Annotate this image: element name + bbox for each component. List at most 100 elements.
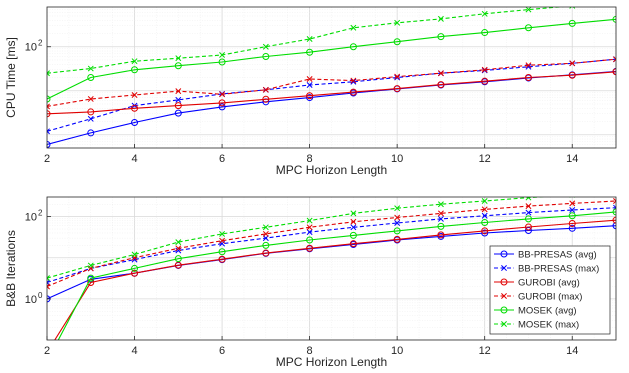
data-point (47, 110, 51, 118)
data-point (87, 129, 95, 137)
x-tick-label: 4 (131, 153, 137, 165)
legend-label: BB-PRESAS (max) (518, 264, 599, 275)
data-point (262, 241, 270, 249)
data-point (262, 53, 270, 61)
data-point (175, 245, 182, 252)
data-point (218, 255, 226, 263)
data-point (47, 95, 51, 103)
data-point (87, 108, 95, 116)
data-point (568, 224, 576, 232)
data-point (394, 220, 401, 226)
data-point (437, 70, 444, 77)
y-tick-exponent: 2 (38, 209, 43, 218)
data-point (87, 74, 95, 81)
data-point (612, 68, 616, 76)
data-point (175, 247, 182, 254)
data-point (613, 189, 618, 194)
data-point (525, 7, 532, 13)
data-point (437, 33, 445, 41)
data-point (524, 24, 532, 32)
data-point (306, 94, 314, 102)
y-tick-label: 10 (25, 42, 37, 54)
x-tick-label: 14 (566, 153, 578, 165)
series-3 (47, 68, 616, 118)
series-line-4 (47, 58, 616, 107)
y-axis-label: CPU Time [ms] (4, 37, 18, 118)
data-point (481, 227, 489, 235)
axes-frame (46, 196, 617, 341)
series-line-2 (47, 58, 616, 132)
data-point (568, 220, 576, 228)
data-point (87, 279, 95, 287)
data-point (481, 229, 489, 237)
series-6 (47, 189, 618, 282)
data-point (524, 215, 532, 223)
data-point (131, 118, 139, 126)
data-point (262, 230, 269, 237)
data-point (612, 208, 616, 216)
series-line-4 (47, 200, 616, 288)
data-point (306, 224, 313, 231)
legend-item: MOSEK (max) (494, 320, 579, 331)
data-point (131, 92, 138, 98)
axes-frame (46, 6, 617, 149)
data-point (613, 198, 616, 204)
series-line-3 (47, 71, 616, 115)
data-point (481, 206, 488, 213)
data-point (87, 262, 94, 269)
data-point (306, 229, 313, 236)
data-point (218, 58, 226, 66)
y-axis-label: B&B Iterations (4, 230, 18, 307)
data-point (87, 274, 95, 282)
legend: BB-PRESAS (avg) BB-PRESAS (max) GUROBI (av… (489, 245, 611, 335)
series-5 (47, 15, 616, 103)
data-point (175, 96, 182, 103)
series-group (44, 189, 618, 365)
data-point (437, 210, 444, 217)
data-point (218, 248, 226, 256)
data-point (613, 0, 618, 4)
data-point (350, 224, 357, 231)
data-point (524, 74, 532, 81)
x-tick-label: 8 (307, 345, 313, 357)
data-point (481, 212, 488, 219)
data-point (437, 81, 445, 89)
data-point (612, 222, 616, 230)
series-group (47, 0, 618, 148)
data-point (525, 209, 532, 216)
x-tick-label: 6 (219, 345, 225, 357)
data-point (394, 214, 401, 221)
data-point (350, 77, 357, 84)
x-tick-label: 2 (44, 345, 50, 357)
data-point (568, 212, 576, 220)
data-point (44, 359, 50, 365)
data-point (47, 70, 50, 77)
series-line-2 (47, 207, 616, 284)
data-point (568, 71, 576, 79)
legend-item: BB-PRESAS (max) (494, 264, 599, 275)
data-point (525, 197, 532, 201)
data-point (569, 60, 576, 67)
data-point (87, 115, 94, 122)
data-point (568, 19, 576, 27)
data-point (612, 216, 616, 224)
data-point (306, 236, 314, 244)
data-point (131, 269, 139, 277)
y-tick-label: 10 (25, 212, 37, 224)
x-tick-label: 6 (219, 153, 225, 165)
x-tick-label: 4 (131, 345, 137, 357)
data-point (306, 82, 313, 88)
data-point (525, 62, 532, 69)
y-tick-exponent: 2 (38, 39, 43, 48)
data-point (437, 201, 444, 208)
series-6 (47, 0, 618, 77)
data-point (569, 197, 576, 198)
x-tick-label: 12 (479, 153, 491, 165)
data-point (437, 222, 445, 230)
data-point (131, 251, 138, 258)
legend-item: GUROBI (max) (494, 292, 582, 303)
x-tick-label: 12 (479, 345, 491, 357)
data-point (219, 91, 226, 98)
